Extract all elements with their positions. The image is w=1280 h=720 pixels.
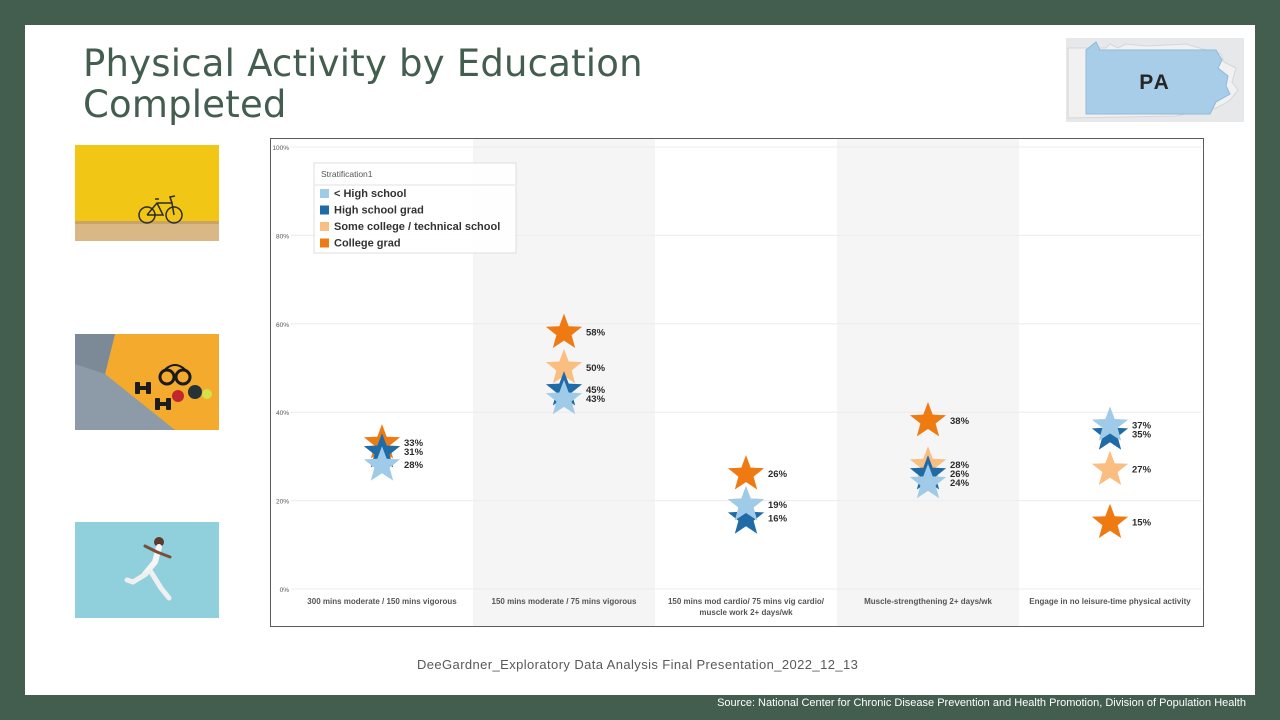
star-marker: [545, 313, 583, 348]
star-marker: [545, 349, 583, 384]
star-marker: [1091, 450, 1129, 485]
data-label: 26%: [950, 469, 970, 480]
y-tick-label: 40%: [276, 410, 289, 417]
x-tick-label: 300 mins moderate / 150 mins vigorous: [307, 597, 457, 606]
x-tick-label: Muscle-strengthening 2+ days/wk: [864, 597, 992, 606]
data-label: 28%: [950, 460, 970, 471]
source-note: Source: National Center for Chronic Dise…: [717, 697, 1246, 709]
star-marker: [1091, 406, 1129, 441]
state-badge: PA: [1139, 71, 1171, 94]
data-label: 28%: [404, 460, 424, 471]
star-marker: [1091, 503, 1129, 539]
dumbbells-headphones-photo: [75, 334, 219, 430]
y-tick-label: 100%: [272, 145, 289, 152]
y-tick-label: 0%: [280, 587, 290, 594]
legend-box: [313, 162, 517, 254]
star-marker: [727, 486, 765, 521]
legend-swatch: [320, 238, 329, 248]
data-label: 35%: [1132, 429, 1152, 440]
data-label: 24%: [950, 478, 970, 489]
footer-note: DeeGardner_Exploratory Data Analysis Fin…: [417, 657, 859, 672]
data-label: 16%: [768, 513, 788, 524]
title-line-2: Completed: [83, 83, 287, 126]
star-marker: [363, 446, 401, 481]
legend-swatch: [320, 205, 329, 215]
x-tick-label: 150 mins mod cardio/ 75 mins vig cardio/: [668, 597, 825, 606]
legend-divider: [314, 184, 516, 186]
data-label: 45%: [586, 385, 606, 396]
data-label: 50%: [586, 363, 606, 374]
data-label: 15%: [1132, 518, 1152, 529]
chart-frame: 0% 20% 40% 60% 80% 100% 300 mins moderate / 1…: [270, 138, 1204, 627]
title-line-1: Physical Activity by Education: [83, 42, 643, 85]
x-tick-label: 150 mins moderate / 75 mins vigorous: [492, 597, 637, 606]
legend-item: < High school: [334, 188, 406, 200]
data-label: 43%: [586, 394, 606, 405]
legend-title: Stratification1: [321, 169, 373, 179]
slide-title: Physical Activity by Education Completed: [83, 43, 783, 125]
data-label: 27%: [1132, 465, 1152, 476]
x-tick-label: Engage in no leisure-time physical activ…: [1029, 597, 1191, 606]
data-label: 33%: [404, 438, 424, 449]
star-marker: [909, 463, 947, 499]
star-marker: [909, 402, 947, 437]
legend-item: High school grad: [334, 205, 424, 217]
pennsylvania-map: PA: [1066, 38, 1244, 122]
data-label: 38%: [950, 416, 970, 427]
data-label: 19%: [768, 500, 788, 511]
legend-swatch: [320, 189, 329, 198]
y-tick-label: 20%: [276, 499, 289, 506]
jumping-runner-photo: [75, 522, 219, 618]
y-tick-label: 80%: [276, 233, 289, 240]
y-tick-label: 60%: [276, 322, 289, 329]
data-label: 26%: [768, 469, 788, 480]
data-label: 37%: [1132, 420, 1152, 431]
star-marker: [727, 499, 765, 534]
star-marker: [727, 455, 765, 490]
bicycle-photo: [75, 145, 219, 241]
scatter-chart: 0% 20% 40% 60% 80% 100% 300 mins moderate / 1…: [272, 139, 1201, 626]
chart-legend: Stratification1 < High school High school …: [313, 162, 517, 254]
category-band: [837, 139, 1019, 626]
legend-item: Some college / technical school: [334, 221, 500, 233]
data-label: 58%: [586, 328, 606, 339]
legend-item: College grad: [334, 238, 401, 250]
legend-swatch: [320, 222, 329, 231]
slide: Physical Activity by Education Completed…: [25, 25, 1255, 695]
x-tick-label: muscle work 2+ days/wk: [699, 608, 793, 617]
data-label: 31%: [404, 447, 424, 458]
star-marker: [545, 379, 583, 415]
